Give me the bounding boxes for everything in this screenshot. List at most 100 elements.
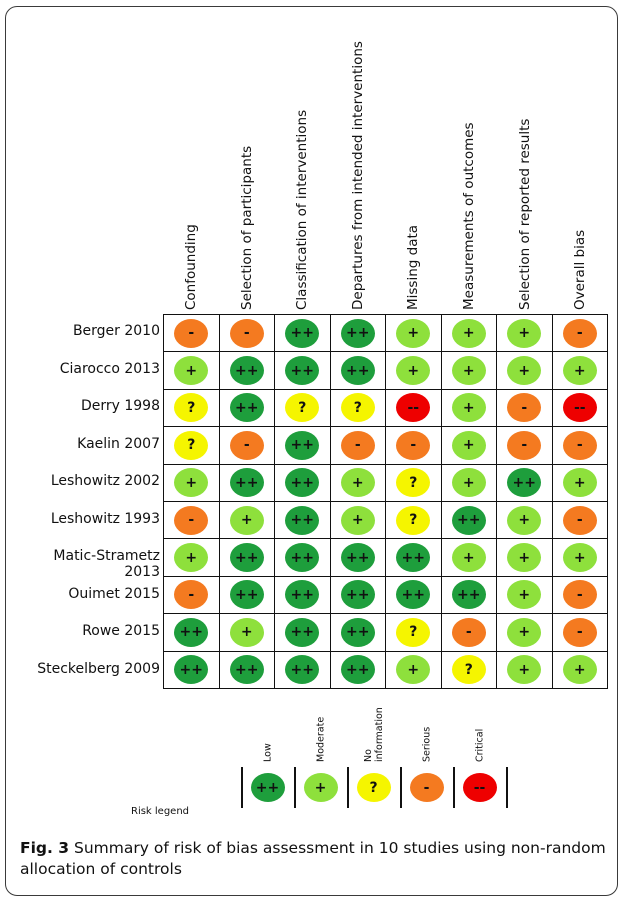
rating-cell: ++	[274, 650, 331, 690]
table-row: ++ ++ ++ ++ +? + +	[163, 650, 608, 690]
rating-cell: ++	[218, 351, 275, 390]
legend-cell: ++	[241, 767, 294, 808]
legend-label: Serious	[400, 700, 453, 764]
legend-divider	[241, 767, 243, 808]
rating-dot: +	[562, 543, 597, 573]
rating-cell: +	[218, 613, 275, 652]
rating-cell: ++	[440, 575, 497, 615]
table-row: + ++ ++ ++ + + + +	[163, 351, 608, 390]
rating-dot: ?	[396, 468, 431, 498]
rating-cell: -	[496, 388, 553, 428]
rating-cell: ++	[385, 575, 442, 615]
legend-label-text: No information	[362, 707, 385, 762]
legend-divider	[453, 767, 455, 808]
rating-cell: +	[218, 500, 275, 540]
rating-cell: +	[329, 463, 386, 502]
rating-dot: ++	[174, 655, 209, 685]
rating-cell: +	[551, 351, 608, 390]
rating-dot: +	[396, 655, 431, 685]
rating-cell: -	[551, 313, 608, 353]
rating-cell: -	[551, 575, 608, 615]
rating-cell: +	[496, 538, 553, 577]
rating-dot: ?	[396, 617, 431, 647]
rating-cell: +	[551, 538, 608, 577]
rating-dot: ++	[340, 655, 375, 685]
study-label: Steckelberg 2009	[37, 660, 160, 677]
rating-dot: -	[340, 430, 375, 460]
legend-divider	[506, 767, 508, 808]
rating-cell: ++	[218, 538, 275, 577]
rating-cell: ++	[329, 575, 386, 615]
rating-dot: -	[562, 617, 597, 647]
rating-dot: +	[507, 505, 542, 535]
table-row: - + ++ +? ++ + -	[163, 500, 608, 540]
column-header-label: Selection of participants	[238, 145, 255, 310]
rating-dot: -	[562, 318, 597, 348]
rating-dot: ++	[174, 617, 209, 647]
rating-cell: +	[440, 351, 497, 390]
legend-dot: ?	[356, 773, 391, 802]
risk-legend-title: Risk legend	[131, 806, 190, 817]
legend-label: Moderate	[294, 700, 347, 764]
rating-dot: ++	[229, 655, 264, 685]
rating-cell: ?	[274, 388, 331, 428]
rating-dot: +	[562, 468, 597, 498]
rating-dot: -	[396, 430, 431, 460]
study-label: Berger 2010	[72, 323, 160, 339]
rating-cell: ++	[329, 650, 386, 690]
rating-dot: +	[451, 393, 486, 423]
rating-dot: ?	[340, 393, 375, 423]
rating-cell: +	[163, 463, 220, 502]
legend-label-text: Moderate	[315, 716, 326, 762]
rating-dot: ++	[229, 580, 264, 610]
rating-cell: +	[440, 538, 497, 577]
table-row: ? ++?? -- + - --	[163, 388, 608, 428]
rating-cell: +	[496, 575, 553, 615]
rating-dot: ++	[285, 318, 320, 348]
rating-dot: ++	[285, 430, 320, 460]
column-header-label: Departures from intended interventions	[349, 41, 366, 310]
rating-cell: --	[385, 388, 442, 428]
rating-cell: +	[440, 388, 497, 428]
legend-dot: +	[303, 773, 338, 802]
rating-cell: +	[385, 313, 442, 353]
rating-dot: -	[174, 505, 209, 535]
legend-dot: -	[409, 773, 444, 802]
column-header-label: Confounding	[183, 224, 199, 310]
rating-cell: -	[551, 426, 608, 465]
rating-dot: ++	[229, 543, 264, 573]
rating-cell: ++	[163, 650, 220, 690]
rating-cell: ?	[329, 388, 386, 428]
rating-cell: -	[551, 613, 608, 652]
rating-cell: -	[163, 313, 220, 353]
rating-cell: ++	[385, 538, 442, 577]
rating-dot: +	[451, 543, 486, 573]
legend-label-text: Low	[262, 743, 273, 762]
rating-cell: +	[163, 351, 220, 390]
table-row: - ++ ++ ++ ++ ++ + -	[163, 575, 608, 615]
rating-dot: ++	[451, 580, 486, 610]
rating-cell: -	[163, 500, 220, 540]
rating-cell: -	[496, 426, 553, 465]
column-header: Measurements of outcomes	[441, 14, 497, 314]
rating-cell: ++	[218, 575, 275, 615]
rating-dot: +	[451, 468, 486, 498]
rating-dot: -	[507, 393, 542, 423]
rating-dot: ++	[396, 543, 431, 573]
study-label: Rowe 2015	[82, 623, 160, 639]
rating-dot: -	[562, 430, 597, 460]
rating-cell: ?	[385, 613, 442, 652]
rating-cell: ++	[329, 538, 386, 577]
rating-cell: ++	[218, 388, 275, 428]
rating-dot: +	[174, 356, 209, 386]
rating-dot: ++	[285, 468, 320, 498]
rating-dot: +	[174, 543, 209, 573]
rating-dot: ++	[229, 356, 264, 386]
rating-cell: +	[163, 538, 220, 577]
rating-cell: ++	[163, 613, 220, 652]
rating-cell: -	[385, 426, 442, 465]
rating-cell: +	[440, 426, 497, 465]
study-label: Derry 1998	[80, 398, 160, 414]
study-label: Ouimet 2015	[68, 585, 160, 602]
figure-label: Fig. 3	[20, 839, 70, 857]
